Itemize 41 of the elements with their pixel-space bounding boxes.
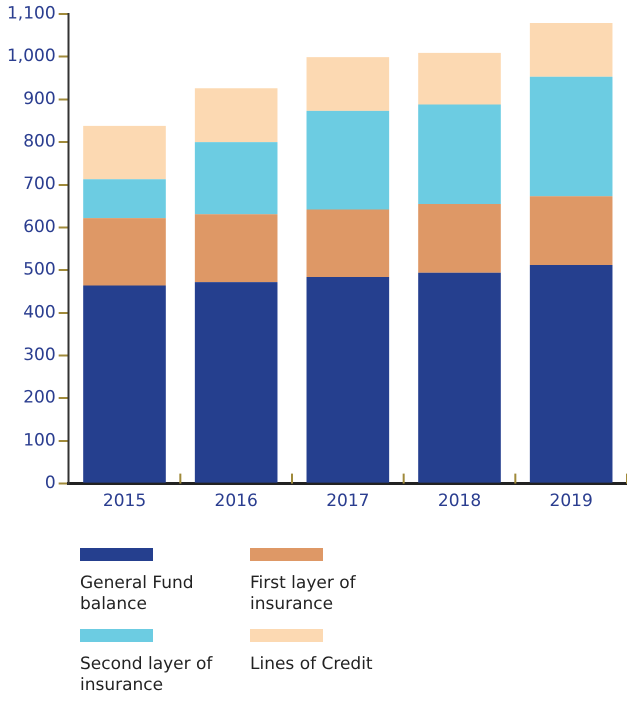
x-tick-label: 2019 <box>550 491 593 512</box>
y-tick-label: 400 <box>23 302 56 322</box>
y-tick-label: 800 <box>23 131 56 152</box>
bar <box>418 104 501 204</box>
bar <box>194 88 278 142</box>
legend-label: Lines of Credit <box>250 654 374 675</box>
y-tick-label: 700 <box>23 174 56 194</box>
bar <box>306 57 390 111</box>
y-tick-label: 1,100 <box>6 3 56 24</box>
y-tick-label: 0 <box>44 473 56 494</box>
y-tick-label: 1,000 <box>6 46 56 66</box>
bar <box>83 218 166 286</box>
bar <box>418 272 501 483</box>
bar <box>194 282 278 483</box>
x-tick-label: 2018 <box>438 491 482 512</box>
bar <box>306 276 390 483</box>
bar <box>418 204 501 273</box>
bar <box>530 76 612 196</box>
bar <box>530 196 612 266</box>
bar <box>306 210 390 277</box>
legend-label: First layer of insurance <box>250 573 357 615</box>
bar <box>418 52 501 105</box>
legend-label: Second layer of insurance <box>80 654 214 696</box>
bar <box>194 214 278 282</box>
y-tick-label: 500 <box>23 260 56 280</box>
bar <box>530 22 612 77</box>
y-tick-label: 300 <box>23 344 56 365</box>
x-tick-label: 2016 <box>214 491 258 512</box>
bar <box>83 126 166 180</box>
y-tick-label: 900 <box>23 88 56 109</box>
legend-label: General Fund balance <box>80 573 195 615</box>
bar <box>306 110 390 210</box>
bar <box>83 179 166 218</box>
y-tick-label: 200 <box>23 388 56 408</box>
y-tick-label: 100 <box>23 430 56 450</box>
bar <box>194 142 278 214</box>
bar <box>83 286 166 483</box>
y-tick-label: 600 <box>23 216 56 237</box>
x-tick-label: 2015 <box>102 491 146 512</box>
x-tick-label: 2017 <box>326 491 370 512</box>
bar <box>530 265 612 483</box>
